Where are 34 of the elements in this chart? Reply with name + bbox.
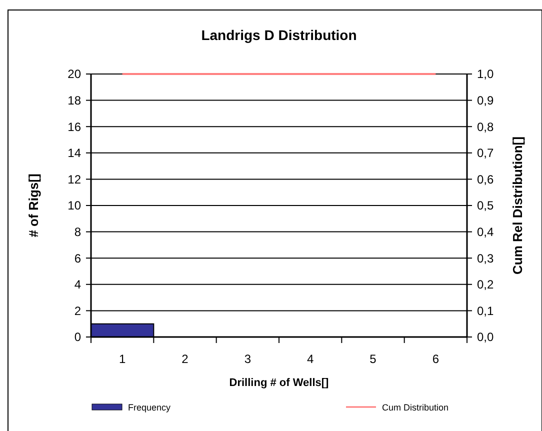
y2-tick-label: 0,6 <box>477 172 494 186</box>
y-tick-label: 0 <box>74 330 82 344</box>
y-tick-label: 20 <box>68 67 82 82</box>
y2-tick-label: 0,4 <box>477 225 494 239</box>
x-axis-title: Drilling # of Wells[] <box>229 377 330 389</box>
y2-tick-label: 0,8 <box>477 120 494 134</box>
y-tick-label: 2 <box>74 304 82 318</box>
y2-tick-label: 0,2 <box>477 278 494 292</box>
y-tick-label: 4 <box>74 278 82 292</box>
y-tick-label: 14 <box>68 146 82 160</box>
x-tick-label: 2 <box>182 352 189 366</box>
y2-tick-label: 0,1 <box>477 304 494 318</box>
y2-tick-label: 0,3 <box>477 251 494 266</box>
y-tick-label: 16 <box>68 120 82 134</box>
y2-axis-title: Cum Rel Distribution[] <box>510 136 525 274</box>
y-tick-label: 8 <box>74 225 82 239</box>
y-tick-label: 6 <box>74 251 82 266</box>
y2-tick-label: 0,9 <box>477 94 494 108</box>
y2-tick-label: 1,0 <box>477 67 494 82</box>
y2-tick-label: 0,0 <box>477 330 494 344</box>
y2-tick-label: 0,7 <box>477 146 494 160</box>
y-axis-title: # of Rigs[] <box>26 174 41 238</box>
x-tick-label: 1 <box>118 352 126 366</box>
x-tick-label: 6 <box>432 352 440 366</box>
y-tick-label: 18 <box>68 94 82 108</box>
chart-title: Landrigs D Distribution <box>201 27 357 43</box>
legend-label: Frequency <box>128 402 172 413</box>
y-tick-label: 12 <box>68 172 82 186</box>
y2-tick-label: 0,5 <box>477 198 494 213</box>
y-tick-label: 10 <box>68 198 82 213</box>
x-tick-label: 3 <box>244 352 252 366</box>
x-tick-label: 5 <box>370 352 377 366</box>
legend-label: Cum Distribution <box>382 402 449 413</box>
x-tick-label: 4 <box>306 352 314 366</box>
